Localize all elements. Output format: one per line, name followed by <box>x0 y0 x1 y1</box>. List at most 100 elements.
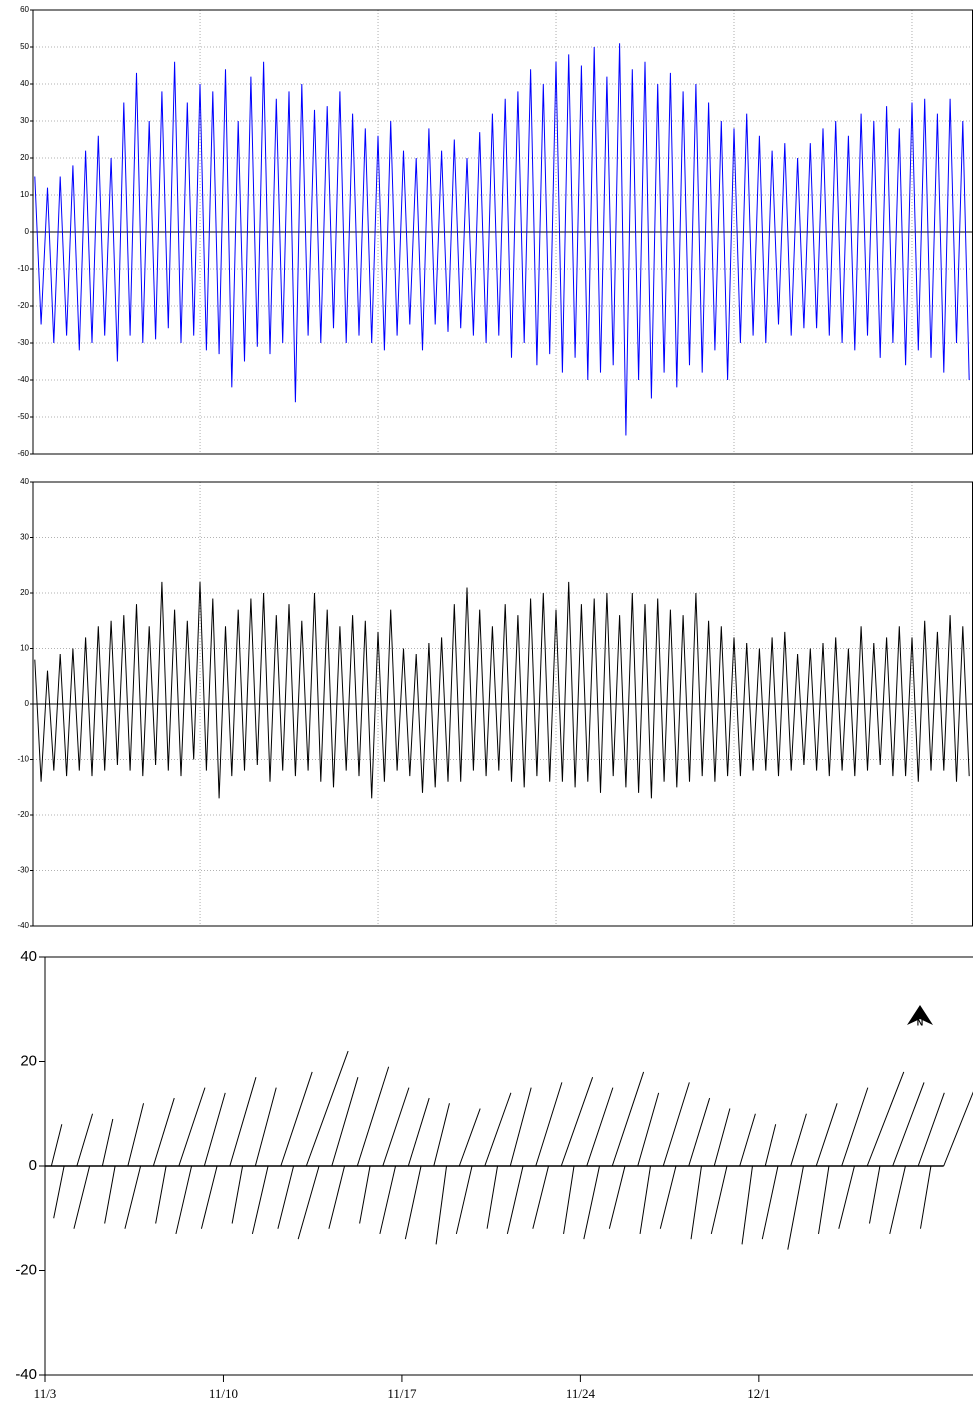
stick <box>176 1166 192 1234</box>
stick <box>714 1109 730 1166</box>
stick <box>230 1077 256 1166</box>
stick <box>456 1166 472 1234</box>
y-tick-label: 20 <box>20 153 29 162</box>
stick <box>232 1166 242 1223</box>
stick <box>640 1166 650 1234</box>
stick <box>609 1166 625 1229</box>
y-tick-label: -20 <box>17 301 29 310</box>
y-tick-label: 40 <box>20 948 37 965</box>
stick <box>689 1098 710 1166</box>
stick <box>944 1088 973 1166</box>
stick <box>201 1166 217 1229</box>
stick <box>380 1166 396 1234</box>
stick <box>819 1166 829 1234</box>
y-tick-label: -40 <box>15 1366 37 1383</box>
stick <box>329 1166 345 1229</box>
stick <box>434 1103 450 1166</box>
y-tick-label: 40 <box>20 79 29 88</box>
stick <box>156 1166 166 1223</box>
stick <box>332 1077 358 1166</box>
stick <box>405 1166 421 1239</box>
stick <box>252 1166 268 1234</box>
stick <box>890 1166 906 1234</box>
stick <box>663 1082 689 1166</box>
series-line <box>35 43 969 435</box>
y-tick-label: -30 <box>17 338 29 347</box>
y-tick-label: -20 <box>15 1261 37 1278</box>
y-tick-label: 40 <box>20 477 29 486</box>
stick <box>536 1082 562 1166</box>
chart: N -60-50-40-30-20-100102030405060-40-30-… <box>0 0 973 1408</box>
stick <box>638 1093 659 1166</box>
stick <box>742 1166 752 1244</box>
stick <box>507 1166 523 1234</box>
y-tick-label: 0 <box>25 699 30 708</box>
stick <box>255 1088 276 1166</box>
y-tick-label: -10 <box>17 755 29 764</box>
stick <box>383 1088 409 1166</box>
x-tick-label: 11/17 <box>387 1386 417 1401</box>
stick <box>869 1166 879 1223</box>
y-tick-label: -10 <box>17 264 29 273</box>
stick <box>306 1051 348 1166</box>
stick <box>54 1166 64 1218</box>
stick <box>788 1166 804 1250</box>
stick <box>485 1093 511 1166</box>
stick <box>459 1109 480 1166</box>
stick <box>510 1088 531 1166</box>
stick <box>842 1088 868 1166</box>
x-tick-label: 11/24 <box>566 1386 596 1401</box>
y-tick-label: -50 <box>17 412 29 421</box>
stick <box>436 1166 446 1244</box>
stick <box>408 1098 429 1166</box>
y-tick-label: 0 <box>25 227 30 236</box>
y-tick-label: 50 <box>20 42 29 51</box>
stick <box>487 1166 497 1229</box>
stick <box>204 1093 225 1166</box>
stick <box>765 1124 775 1166</box>
series-line <box>35 582 969 799</box>
stick <box>918 1093 944 1166</box>
stick <box>816 1103 837 1166</box>
stick <box>561 1077 592 1166</box>
stick <box>179 1088 205 1166</box>
y-tick-label: 30 <box>20 116 29 125</box>
y-tick-label: -60 <box>17 449 29 458</box>
y-tick-label: 20 <box>20 1052 37 1069</box>
stick <box>893 1082 924 1166</box>
y-tick-label: 0 <box>29 1157 37 1174</box>
x-tick-label: 12/1 <box>747 1386 770 1401</box>
stick <box>153 1098 174 1166</box>
stick <box>587 1088 613 1166</box>
y-tick-label: -40 <box>17 921 29 930</box>
stick <box>564 1166 574 1234</box>
x-tick-label: 11/10 <box>209 1386 238 1401</box>
north-label: N <box>917 1017 924 1027</box>
stick <box>357 1067 388 1166</box>
stick <box>612 1072 643 1166</box>
stick <box>105 1166 115 1223</box>
y-tick-label: 30 <box>20 533 29 542</box>
stick <box>920 1166 930 1229</box>
stick <box>740 1114 756 1166</box>
y-tick-label: 10 <box>20 190 29 199</box>
stick <box>584 1166 600 1239</box>
stick <box>128 1103 144 1166</box>
y-tick-label: -40 <box>17 375 29 384</box>
stick <box>77 1114 93 1166</box>
stick <box>691 1166 701 1239</box>
y-tick-label: -30 <box>17 866 29 875</box>
stick <box>762 1166 778 1239</box>
stick <box>281 1072 312 1166</box>
y-tick-label: 20 <box>20 588 29 597</box>
stick <box>839 1166 855 1229</box>
stick <box>711 1166 727 1234</box>
stick <box>74 1166 90 1229</box>
stick <box>533 1166 549 1229</box>
stick <box>278 1166 294 1229</box>
y-tick-label: 10 <box>20 644 29 653</box>
x-tick-label: 11/3 <box>34 1386 57 1401</box>
stick <box>360 1166 370 1223</box>
y-tick-label: -20 <box>17 810 29 819</box>
stick <box>102 1119 112 1166</box>
